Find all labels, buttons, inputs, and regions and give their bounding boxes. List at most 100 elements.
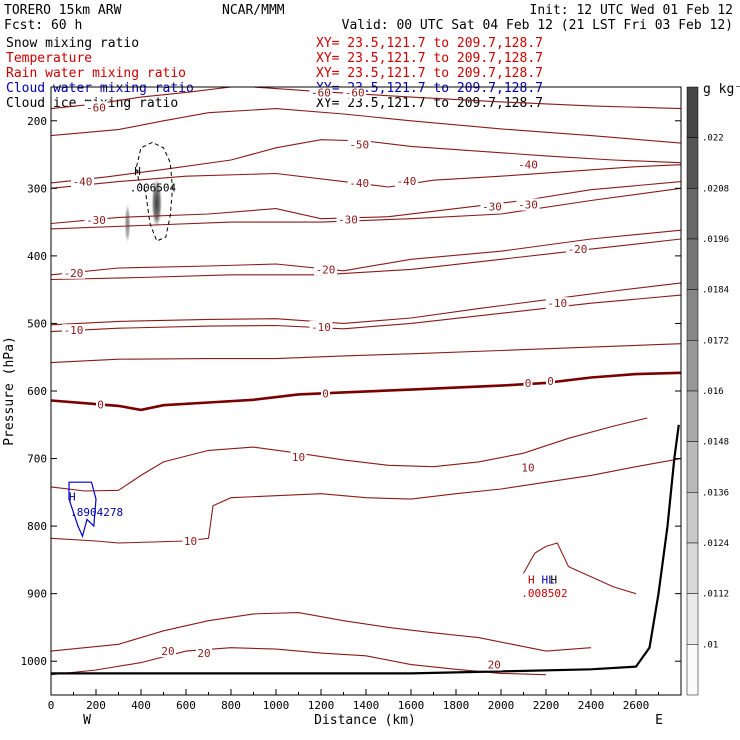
snow-outline bbox=[135, 141, 174, 242]
isotherm-label-bg bbox=[347, 176, 371, 189]
x-tick-label: 0 bbox=[48, 699, 55, 712]
isotherm-label: 10 bbox=[521, 461, 534, 474]
x-tick-label: 2600 bbox=[623, 699, 650, 712]
y-tick-label: 300 bbox=[27, 182, 47, 195]
isotherm-label: -40 bbox=[73, 176, 93, 189]
x-tick-label: 2000 bbox=[488, 699, 515, 712]
isotherm-label: 10 bbox=[292, 451, 305, 464]
x-tick-label: 200 bbox=[86, 699, 106, 712]
isotherm-line bbox=[51, 371, 681, 412]
colorbar-label: .0148 bbox=[702, 438, 729, 448]
y-tick-label: 600 bbox=[27, 385, 47, 398]
isotherm-label-bg bbox=[84, 214, 108, 227]
y-tick-label: 200 bbox=[27, 115, 47, 128]
isotherm-line bbox=[51, 108, 681, 144]
isotherm-line bbox=[51, 187, 681, 230]
isotherm-label-bg bbox=[62, 324, 85, 337]
extremum-marker: H bbox=[551, 574, 558, 587]
extremum-marker: H bbox=[69, 490, 76, 503]
y-tick-label: 800 bbox=[27, 520, 47, 533]
isotherm-label: -50 bbox=[349, 138, 369, 151]
isotherm-label-bg bbox=[486, 658, 503, 671]
isotherm-label: 0 bbox=[525, 377, 532, 390]
isotherm-label: -10 bbox=[64, 324, 84, 337]
cloud-ice-shading bbox=[124, 176, 163, 246]
cloud-water-outline bbox=[68, 481, 97, 538]
x-axis: 0 200 400 600 800 1000 1200 1400 1600 1800 2000 220… bbox=[48, 689, 682, 712]
x-tick-label: 1200 bbox=[308, 699, 335, 712]
plot-area: -60 -60 -60 -50 -40 -40 -40 -40 -30 -30 -30 -30 -20 -… bbox=[21, 86, 682, 712]
isotherm-label-bg bbox=[290, 451, 307, 464]
isotherm-label: 20 bbox=[488, 659, 501, 672]
isotherm-label: -60 bbox=[345, 86, 365, 99]
isotherm-label-bg bbox=[314, 263, 337, 276]
east-label: E bbox=[655, 713, 663, 728]
isotherm-label: -40 bbox=[518, 159, 538, 172]
isotherm-line bbox=[51, 647, 547, 676]
isotherm-label-bg bbox=[523, 376, 533, 389]
y-axis-label: Pressure (hPa) bbox=[2, 336, 17, 446]
center-title: NCAR/MMM bbox=[222, 3, 285, 18]
x-tick-label: 1400 bbox=[353, 699, 380, 712]
isotherm-label: -30 bbox=[518, 199, 538, 212]
isotherm-label-bg bbox=[96, 398, 105, 411]
x-tick-label: 2400 bbox=[578, 699, 605, 712]
extremum-marker: .006504 bbox=[130, 182, 177, 195]
isotherm-label: -20 bbox=[316, 263, 336, 276]
isotherm-label: 10 bbox=[184, 535, 197, 548]
colorbar-swatch bbox=[686, 188, 699, 240]
x-axis-label: Distance (km) bbox=[314, 713, 416, 728]
isotherm-label: -60 bbox=[86, 101, 106, 114]
isotherm-label-bg bbox=[480, 200, 504, 213]
isotherm-label-bg bbox=[566, 243, 589, 256]
field-name: Snow mixing ratio bbox=[6, 36, 139, 51]
isotherm-label-bg bbox=[182, 534, 199, 547]
forecast-hour: Fcst: 60 h bbox=[4, 18, 82, 33]
y-tick-label: 400 bbox=[27, 250, 47, 263]
colorbar-unit: g kg⁻¹ bbox=[703, 82, 740, 97]
x-tick-label: 800 bbox=[221, 699, 241, 712]
colorbar-label: .0136 bbox=[702, 488, 729, 498]
colorbar-swatch bbox=[686, 238, 699, 290]
x-tick-label: 1600 bbox=[398, 699, 425, 712]
field-xy: XY= 23.5,121.7 to 209.7,128.7 bbox=[316, 36, 543, 51]
colorbar-label: .0184 bbox=[702, 286, 729, 296]
model-title: TORERO 15km ARW bbox=[4, 3, 122, 18]
field-xy: XY= 23.5,121.7 to 209.7,128.7 bbox=[316, 81, 543, 96]
y-tick-label: 500 bbox=[27, 317, 47, 330]
isotherm-label: 20 bbox=[161, 645, 174, 658]
isotherm-label: 0 bbox=[547, 375, 554, 388]
isotherm-label: -30 bbox=[482, 201, 502, 214]
hydrometeor-outlines bbox=[68, 141, 174, 538]
x-tick-label: 400 bbox=[131, 699, 151, 712]
west-label: W bbox=[83, 713, 91, 728]
init-time: Init: 12 UTC Wed 01 Feb 12 bbox=[530, 3, 734, 18]
colorbar-swatch bbox=[686, 340, 699, 392]
isotherm-labels: -60 -60 -60 -50 -40 -40 -40 -40 -30 -30 -30 -30 -20 -… bbox=[62, 86, 589, 672]
colorbar-label: .016 bbox=[702, 387, 724, 397]
extremum-marker: .008502 bbox=[521, 587, 567, 600]
colorbar-label: .0196 bbox=[702, 235, 729, 245]
isotherm-label-bg bbox=[62, 266, 85, 279]
isotherm-label-bg bbox=[160, 645, 176, 658]
colorbar-label: .0112 bbox=[702, 590, 729, 600]
isotherm-line bbox=[51, 458, 681, 544]
isotherm-label-bg bbox=[516, 198, 540, 211]
colorbar-swatch bbox=[686, 644, 699, 696]
isotherm-line bbox=[51, 417, 648, 492]
field-name: Rain water mixing ratio bbox=[6, 66, 186, 81]
isotherm-label-bg bbox=[395, 174, 418, 187]
x-tick-label: 1800 bbox=[443, 699, 470, 712]
isotherm-label-bg bbox=[309, 86, 333, 99]
isotherm-line bbox=[51, 343, 681, 364]
y-tick-label: 900 bbox=[27, 588, 47, 601]
isotherm-label: -20 bbox=[568, 243, 588, 256]
isotherm-label-bg bbox=[545, 297, 569, 310]
isotherm-line bbox=[51, 282, 681, 326]
isotherm-label-bg bbox=[321, 387, 330, 400]
terrain-surface bbox=[51, 424, 680, 675]
colorbar-swatch bbox=[686, 86, 699, 138]
